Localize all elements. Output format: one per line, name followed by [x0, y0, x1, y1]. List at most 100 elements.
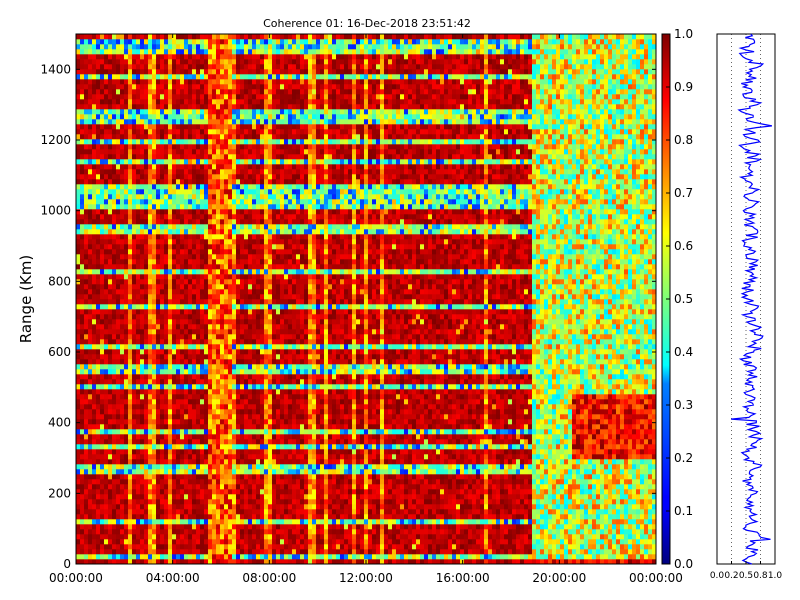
heatmap-cell [204, 74, 209, 80]
heatmap-cell [240, 534, 245, 540]
heatmap-cell [208, 99, 213, 105]
heatmap-cell [168, 304, 173, 310]
heatmap-cell [192, 549, 197, 555]
heatmap-cell [112, 399, 117, 405]
heatmap-cell [204, 229, 209, 235]
heatmap-cell [148, 304, 153, 310]
heatmap-cell [124, 424, 129, 430]
heatmap-cell [216, 174, 221, 180]
heatmap-cell [224, 469, 229, 475]
heatmap-cell [180, 464, 185, 470]
heatmap-cell [172, 174, 177, 180]
heatmap-cell [116, 509, 121, 515]
heatmap-cell [168, 479, 173, 485]
heatmap-cell [244, 314, 249, 320]
heatmap-cell [196, 84, 201, 90]
heatmap-cell [200, 394, 205, 400]
heatmap-cell [252, 554, 257, 560]
heatmap-cell [132, 394, 137, 400]
heatmap-cell [228, 339, 233, 345]
heatmap-cell [216, 199, 221, 205]
heatmap-cell [248, 379, 253, 385]
heatmap-cell [248, 89, 253, 95]
heatmap-cell [244, 554, 249, 560]
heatmap-cell [176, 39, 181, 45]
heatmap-cell [160, 284, 165, 290]
heatmap-cell [224, 244, 229, 250]
heatmap-cell [196, 299, 201, 305]
heatmap-cell [260, 54, 265, 60]
heatmap-cell [172, 444, 177, 450]
heatmap-cell [152, 204, 157, 210]
heatmap-cell [260, 74, 265, 80]
heatmap-cell [256, 259, 261, 265]
heatmap-cell [188, 214, 193, 220]
heatmap-cell [104, 94, 109, 100]
heatmap-cell [148, 379, 153, 385]
heatmap-cell [96, 219, 101, 225]
heatmap-cell [136, 364, 141, 370]
heatmap-cell [168, 364, 173, 370]
heatmap-cell [168, 544, 173, 550]
heatmap-cell [256, 214, 261, 220]
heatmap-cell [128, 559, 133, 564]
heatmap-cell [160, 139, 165, 145]
heatmap-cell [124, 144, 129, 150]
heatmap-cell [164, 489, 169, 495]
heatmap-cell [108, 204, 113, 210]
heatmap-cell [124, 214, 129, 220]
heatmap-cell [120, 349, 125, 355]
heatmap-cell [76, 369, 81, 375]
heatmap-cell [144, 249, 149, 255]
heatmap-cell [256, 414, 261, 420]
heatmap-cell [100, 274, 105, 280]
heatmap-cell [108, 429, 113, 435]
heatmap-cell [148, 384, 153, 390]
heatmap-cell [84, 199, 89, 205]
heatmap-cell [100, 454, 105, 460]
heatmap-cell [136, 109, 141, 115]
heatmap-cell [248, 549, 253, 555]
heatmap-cell [120, 234, 125, 240]
heatmap-cell [244, 284, 249, 290]
heatmap-cell [100, 364, 105, 370]
heatmap-cell [148, 499, 153, 505]
heatmap-cell [128, 94, 133, 100]
heatmap-cell [236, 524, 241, 530]
heatmap-cell [216, 504, 221, 510]
heatmap-cell [212, 149, 217, 155]
heatmap-cell [124, 419, 129, 425]
heatmap-cell [132, 429, 137, 435]
heatmap-cell [240, 139, 245, 145]
heatmap-cell [224, 324, 229, 330]
heatmap-cell [116, 394, 121, 400]
heatmap-cell [156, 309, 161, 315]
heatmap-cell [228, 344, 233, 350]
heatmap-cell [196, 179, 201, 185]
heatmap-cell [248, 59, 253, 65]
heatmap-cell [84, 189, 89, 195]
heatmap-cell [252, 264, 257, 270]
heatmap-cell [216, 154, 221, 160]
heatmap-cell [92, 214, 97, 220]
heatmap-cell [108, 184, 113, 190]
heatmap-cell [248, 399, 253, 405]
heatmap-cell [176, 69, 181, 75]
heatmap-cell [168, 44, 173, 50]
heatmap-cell [244, 464, 249, 470]
heatmap-cell [176, 34, 181, 40]
heatmap-cell [148, 454, 153, 460]
heatmap-cell [220, 494, 225, 500]
heatmap-cell [244, 114, 249, 120]
heatmap-cell [80, 384, 85, 390]
heatmap-cell [200, 164, 205, 170]
heatmap-cell [140, 524, 145, 530]
heatmap-cell [172, 84, 177, 90]
heatmap-cell [84, 249, 89, 255]
heatmap-cell [196, 49, 201, 55]
heatmap-cell [160, 269, 165, 275]
heatmap-cell [132, 274, 137, 280]
heatmap-cell [220, 79, 225, 85]
heatmap-cell [228, 484, 233, 490]
heatmap-cell [176, 459, 181, 465]
